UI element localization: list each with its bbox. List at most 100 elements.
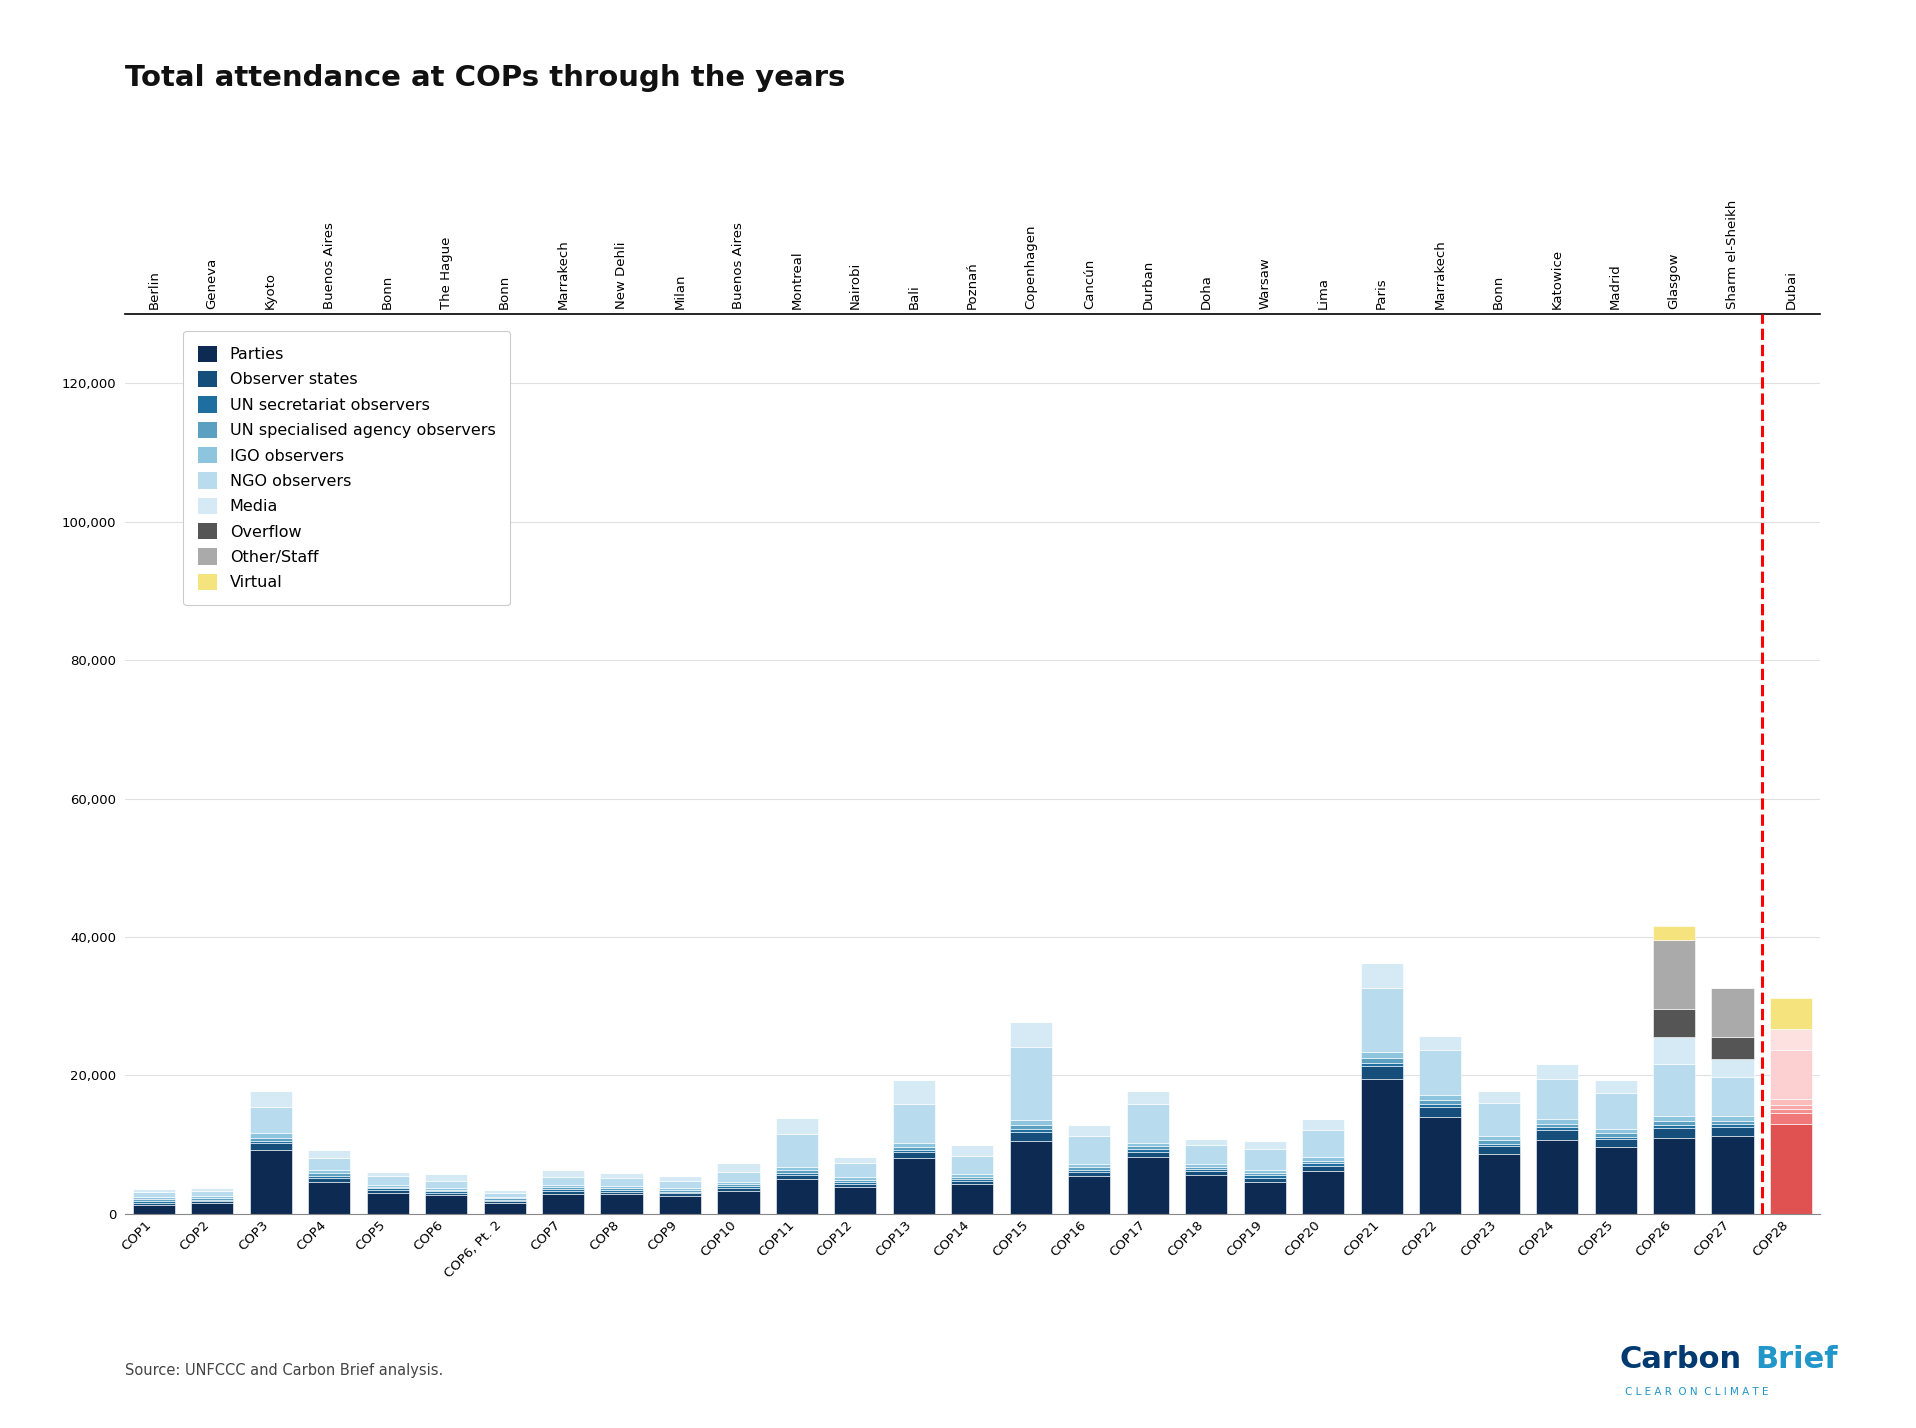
Bar	[1186, 1168, 1228, 1171]
Bar	[600, 1194, 642, 1214]
Bar	[833, 1157, 876, 1164]
Bar	[776, 1175, 818, 1180]
Bar	[1477, 1154, 1519, 1214]
Bar	[1069, 1167, 1111, 1170]
Bar	[1477, 1141, 1519, 1144]
Bar	[717, 1184, 759, 1187]
Bar	[1069, 1172, 1111, 1177]
Bar	[1010, 1120, 1052, 1125]
Bar	[132, 1201, 174, 1202]
Bar	[1711, 1124, 1753, 1127]
Bar	[1477, 1144, 1519, 1147]
Text: Source: UNFCCC and Carbon Brief analysis.: Source: UNFCCC and Carbon Brief analysis…	[125, 1362, 443, 1378]
Bar	[717, 1182, 759, 1184]
Bar	[659, 1177, 701, 1181]
Bar	[1010, 1047, 1052, 1120]
Bar	[308, 1171, 351, 1174]
Bar	[308, 1178, 351, 1182]
Bar	[425, 1192, 468, 1195]
Bar	[1360, 1058, 1403, 1062]
Bar	[542, 1177, 584, 1185]
Bar	[1420, 1107, 1462, 1117]
Bar	[1537, 1128, 1579, 1131]
Bar	[1711, 1121, 1753, 1124]
Bar	[1537, 1140, 1579, 1214]
Bar	[659, 1181, 701, 1188]
Bar	[1303, 1157, 1345, 1161]
Bar	[1477, 1102, 1519, 1137]
Bar	[1069, 1164, 1111, 1167]
Bar	[1360, 962, 1403, 988]
Bar	[132, 1192, 174, 1197]
Bar	[1537, 1131, 1579, 1140]
Bar	[1711, 1077, 1753, 1115]
Legend: Parties, Observer states, UN secretariat observers, UN specialised agency observ: Parties, Observer states, UN secretariat…	[184, 331, 510, 604]
Text: Brief: Brief	[1755, 1345, 1837, 1374]
Bar	[1420, 1100, 1462, 1104]
Bar	[542, 1191, 584, 1194]
Bar	[483, 1192, 525, 1197]
Bar	[1069, 1125, 1111, 1135]
Bar	[1127, 1151, 1169, 1158]
Bar	[776, 1172, 818, 1175]
Bar	[1654, 927, 1696, 940]
Text: Carbon: Carbon	[1619, 1345, 1742, 1374]
Bar	[776, 1167, 818, 1171]
Bar	[717, 1188, 759, 1191]
Bar	[1243, 1141, 1286, 1150]
Bar	[425, 1174, 468, 1181]
Bar	[308, 1182, 351, 1214]
Bar	[893, 1150, 935, 1152]
Bar	[1711, 988, 1753, 1037]
Bar	[717, 1171, 759, 1182]
Bar	[1711, 1037, 1753, 1060]
Bar	[1360, 988, 1403, 1051]
Bar	[249, 1151, 291, 1214]
Bar	[1477, 1137, 1519, 1141]
Bar	[1069, 1135, 1111, 1164]
Bar	[1594, 1130, 1636, 1134]
Bar	[308, 1151, 351, 1158]
Bar	[1069, 1170, 1111, 1172]
Bar	[1711, 1127, 1753, 1137]
Bar	[308, 1174, 351, 1175]
Bar	[1303, 1165, 1345, 1171]
Bar	[833, 1177, 876, 1180]
Bar	[1711, 1115, 1753, 1121]
Bar	[308, 1175, 351, 1178]
Bar	[1770, 1114, 1813, 1124]
Bar	[659, 1195, 701, 1214]
Bar	[192, 1188, 234, 1191]
Bar	[893, 1142, 935, 1147]
Bar	[952, 1184, 992, 1214]
Bar	[1186, 1145, 1228, 1164]
Bar	[1537, 1064, 1579, 1080]
Bar	[776, 1134, 818, 1167]
Bar	[659, 1188, 701, 1191]
Bar	[132, 1200, 174, 1201]
Bar	[1360, 1067, 1403, 1080]
Bar	[1770, 1100, 1813, 1105]
Bar	[542, 1185, 584, 1187]
Bar	[1127, 1091, 1169, 1104]
Bar	[192, 1198, 234, 1200]
Bar	[132, 1205, 174, 1214]
Bar	[1127, 1142, 1169, 1147]
Bar	[1594, 1092, 1636, 1130]
Bar	[833, 1180, 876, 1182]
Bar	[249, 1141, 291, 1142]
Bar	[600, 1178, 642, 1187]
Bar	[1477, 1091, 1519, 1102]
Bar	[1010, 1132, 1052, 1141]
Bar	[249, 1138, 291, 1141]
Bar	[1186, 1171, 1228, 1175]
Bar	[893, 1080, 935, 1104]
Bar	[893, 1147, 935, 1150]
Bar	[833, 1164, 876, 1177]
Bar	[1360, 1062, 1403, 1067]
Bar	[132, 1190, 174, 1192]
Bar	[1010, 1141, 1052, 1214]
Bar	[1010, 1130, 1052, 1132]
Bar	[776, 1118, 818, 1134]
Bar	[1303, 1164, 1345, 1165]
